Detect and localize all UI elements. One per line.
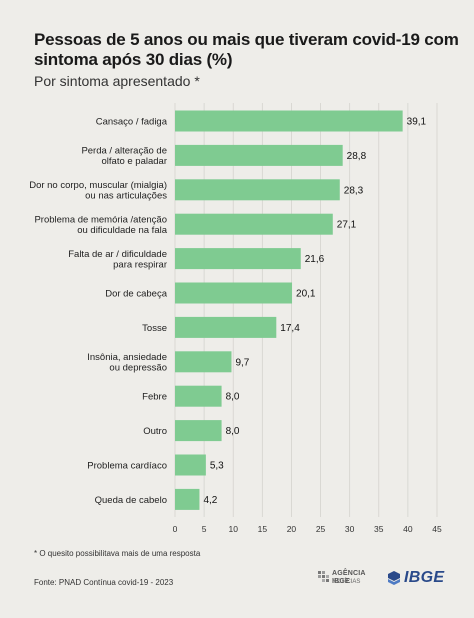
agencia-mark-icon [318, 571, 329, 582]
x-tick-label: 25 [316, 524, 326, 534]
category-label: Problema de memória /atenção ou dificulda… [34, 214, 167, 236]
category-label: Outro [143, 426, 167, 437]
bar [175, 316, 277, 338]
value-label: 8,0 [226, 392, 240, 403]
x-tick-label: 20 [287, 524, 297, 534]
value-label: 27,1 [337, 220, 357, 231]
category-label: Cansaço / fadiga [96, 117, 168, 128]
bar [175, 351, 232, 373]
category-label-line: ou depressão [109, 363, 167, 374]
category-labels: Cansaço / fadiga Perda / alteração de olfa… [29, 117, 168, 506]
agencia-ibge-logo: AGÊNCIA IBGE NOTÍCIAS [318, 568, 384, 590]
bar [175, 488, 200, 510]
category-label-line: Dor de cabeça [105, 289, 168, 300]
category-label: Problema cardíaco [87, 461, 167, 472]
category-label: Tosse [142, 323, 167, 334]
x-tick-label: 30 [345, 524, 355, 534]
x-tick-label: 45 [432, 524, 442, 534]
bars [175, 110, 403, 510]
value-label: 20,1 [296, 289, 316, 300]
category-label: Perda / alteração de olfato e paladar [81, 146, 167, 168]
bar [175, 179, 340, 201]
bar [175, 454, 206, 476]
value-label: 17,4 [280, 323, 300, 334]
logos: AGÊNCIA IBGE NOTÍCIAS IBGE [318, 568, 448, 590]
x-tick-label: 35 [374, 524, 384, 534]
value-label: 28,3 [344, 185, 364, 196]
x-tick-label: 5 [202, 524, 207, 534]
category-label-line: Febre [142, 392, 167, 403]
category-label-line: ou nas articulações [85, 191, 167, 202]
bar [175, 110, 403, 132]
value-label: 9,7 [235, 357, 249, 368]
bar [175, 282, 293, 304]
x-tick-label: 40 [403, 524, 413, 534]
category-label: Febre [142, 392, 167, 403]
category-label-line: Falta de ar / dificuldade [68, 249, 167, 260]
ibge-mark-icon [388, 571, 400, 585]
category-label: Falta de ar / dificuldade para respirar [68, 249, 167, 271]
category-label-line: Cansaço / fadiga [96, 117, 168, 128]
gridlines [174, 103, 438, 517]
value-labels: 39,1 28,8 28,3 27,1 21,6 20,1 17,4 9,7 8,0 8,0 5,3… [203, 117, 426, 506]
source-note: Fonte: PNAD Contínua covid-19 - 2023 [34, 578, 174, 587]
category-label-line: olfato e paladar [102, 156, 168, 167]
category-label-line: Tosse [142, 323, 167, 334]
category-label-line: Problema de memória /atenção [34, 214, 167, 225]
category-label-line: para respirar [113, 259, 167, 270]
ibge-logo: IBGE [386, 568, 448, 590]
agencia-subtitle: NOTÍCIAS [332, 579, 361, 585]
value-label: 8,0 [226, 426, 240, 437]
category-label-line: Problema cardíaco [87, 461, 167, 472]
category-label-line: ou dificuldade na fala [77, 225, 168, 236]
category-label-line: Perda / alteração de [81, 146, 167, 157]
value-label: 28,8 [347, 151, 367, 162]
bar [175, 213, 333, 235]
bar [175, 248, 301, 270]
chart-subtitle: Por sintoma apresentado * [34, 73, 200, 89]
category-label-line: Queda de cabelo [95, 495, 167, 506]
category-label-line: Insônia, ansiedade [87, 352, 167, 363]
value-label: 21,6 [305, 254, 325, 265]
category-label-line: Outro [143, 426, 167, 437]
x-tick-label: 10 [228, 524, 238, 534]
x-tick-label: 15 [258, 524, 268, 534]
bar [175, 144, 343, 166]
bar [175, 420, 222, 442]
category-label: Dor no corpo, muscular (mialgia) ou nas a… [29, 180, 167, 202]
value-label: 5,3 [210, 461, 224, 472]
x-tick-label: 0 [173, 524, 178, 534]
x-axis-ticks: 0 5 10 15 20 25 30 35 40 45 [173, 524, 442, 534]
chart-title: Pessoas de 5 anos ou mais que tiveram co… [34, 30, 459, 69]
category-label: Queda de cabelo [95, 495, 167, 506]
value-label: 4,2 [203, 495, 217, 506]
category-label: Insônia, ansiedade ou depressão [87, 352, 167, 374]
category-label-line: Dor no corpo, muscular (mialgia) [29, 180, 167, 191]
value-label: 39,1 [407, 117, 427, 128]
agencia-title: AGÊNCIA IBGE [332, 570, 366, 585]
ibge-wordmark: IBGE [404, 569, 445, 586]
bar [175, 385, 222, 407]
footnote: * O quesito possibilitava mais de uma re… [34, 549, 201, 558]
category-label: Dor de cabeça [105, 289, 168, 300]
